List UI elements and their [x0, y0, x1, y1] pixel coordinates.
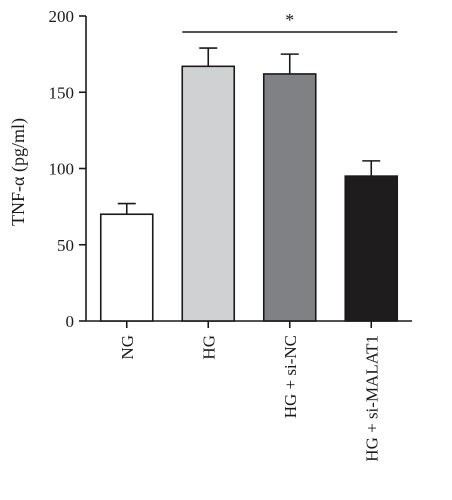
error-bars	[117, 47, 381, 215]
x-tick-label: HG + si-NC	[281, 335, 300, 418]
x-tick-labels: NG HG HG + si-NC HG + si-MALAT1	[118, 335, 382, 462]
bar-3	[344, 175, 399, 322]
bar-0	[99, 213, 154, 322]
y-tick-label: 100	[49, 160, 75, 179]
y-tick-label: 200	[49, 7, 75, 26]
y-tick-labels: 0 50 100 150 200	[49, 7, 75, 331]
x-tick-label: NG	[118, 335, 137, 360]
y-tick-label: 0	[66, 312, 75, 331]
y-axis-label: TNF-α (pg/ml)	[8, 118, 29, 226]
x-tick-label: HG	[199, 335, 218, 360]
y-tick-label: 50	[57, 236, 74, 255]
x-tick-label: HG + si-MALAT1	[362, 335, 381, 462]
significance-annotation: *	[182, 10, 398, 33]
bar-2	[262, 73, 317, 322]
y-tick-label: 150	[49, 83, 75, 102]
bar-1	[181, 65, 236, 322]
significance-star: *	[285, 10, 294, 30]
bars	[99, 65, 399, 322]
